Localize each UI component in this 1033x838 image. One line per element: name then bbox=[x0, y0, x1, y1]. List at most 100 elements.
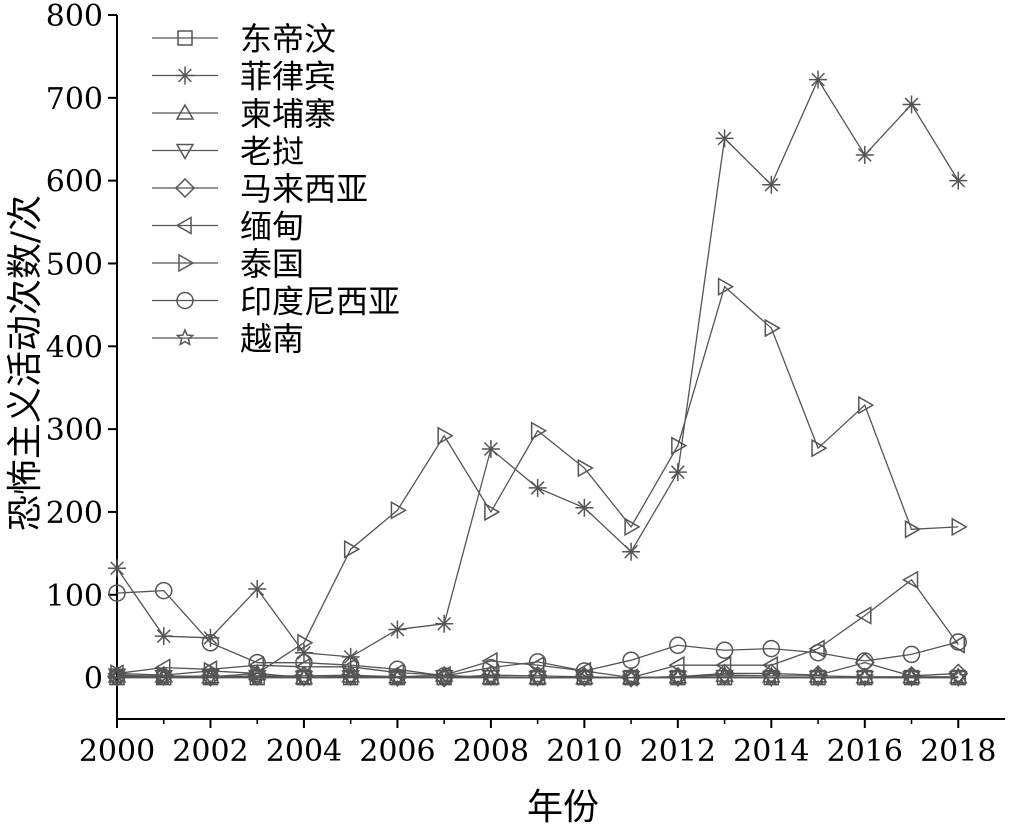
data-point bbox=[481, 439, 500, 458]
x-tick-label: 2014 bbox=[733, 734, 809, 769]
series-line bbox=[116, 662, 959, 679]
x-tick-label: 2012 bbox=[640, 734, 716, 769]
asterisk-stroke bbox=[577, 500, 592, 515]
data-point bbox=[201, 628, 220, 647]
data-point bbox=[761, 655, 779, 675]
data-point bbox=[203, 661, 220, 681]
asterisk-stroke bbox=[203, 630, 218, 645]
data-point bbox=[248, 579, 267, 598]
data-point bbox=[341, 667, 361, 686]
data-point bbox=[484, 502, 501, 522]
data-point bbox=[528, 667, 548, 686]
data-point bbox=[715, 667, 735, 686]
data-point bbox=[575, 662, 594, 680]
asterisk-stroke bbox=[530, 481, 545, 495]
x-tick-label: 2008 bbox=[453, 734, 529, 769]
legend-label: 马来西亚 bbox=[240, 170, 368, 208]
data-point bbox=[341, 656, 360, 674]
data-point bbox=[808, 667, 828, 686]
asterisk-stroke bbox=[904, 97, 919, 112]
data-point bbox=[528, 478, 547, 497]
series-line bbox=[116, 589, 959, 677]
data-point bbox=[715, 129, 734, 148]
asterisk-stroke bbox=[857, 148, 872, 162]
x-tick-label: 2002 bbox=[172, 734, 248, 769]
legend-label: 泰国 bbox=[240, 245, 304, 283]
asterisk-stroke bbox=[764, 177, 779, 192]
data-point bbox=[948, 635, 966, 654]
x-tick-label: 2018 bbox=[920, 734, 996, 769]
data-point bbox=[949, 171, 968, 190]
series-triangle-left bbox=[107, 570, 966, 687]
y-tick-label: 500 bbox=[46, 247, 103, 282]
data-point bbox=[902, 570, 919, 590]
asterisk-stroke bbox=[811, 72, 825, 87]
data-point bbox=[434, 667, 454, 686]
data-point bbox=[575, 498, 594, 517]
data-point bbox=[668, 667, 688, 686]
asterisk-stroke bbox=[390, 622, 405, 637]
data-point bbox=[530, 421, 548, 441]
y-tick-label: 0 bbox=[84, 662, 103, 697]
asterisk-stroke bbox=[250, 582, 265, 596]
asterisk-stroke bbox=[484, 442, 498, 456]
data-point bbox=[809, 643, 827, 662]
data-point bbox=[201, 667, 220, 686]
data-point bbox=[482, 658, 500, 677]
legend-label: 菲律宾 bbox=[240, 58, 336, 96]
asterisk-stroke bbox=[156, 629, 171, 644]
legend-label: 老挝 bbox=[240, 133, 304, 171]
data-point bbox=[481, 651, 498, 671]
data-point bbox=[668, 667, 688, 684]
y-tick-label: 300 bbox=[46, 413, 103, 448]
data-point bbox=[574, 661, 592, 681]
data-point bbox=[622, 542, 641, 561]
data-point bbox=[855, 145, 874, 164]
legend-marker bbox=[175, 103, 195, 120]
data-point bbox=[437, 426, 454, 446]
data-point bbox=[390, 500, 407, 520]
data-point bbox=[764, 318, 781, 338]
data-point bbox=[108, 584, 126, 602]
data-point bbox=[807, 665, 829, 686]
x-tick-label: 2006 bbox=[359, 734, 435, 769]
legend-marker bbox=[174, 177, 196, 199]
data-point bbox=[762, 175, 781, 194]
data-point bbox=[904, 520, 922, 539]
data-point bbox=[855, 606, 872, 625]
data-point bbox=[294, 668, 314, 685]
data-point bbox=[343, 539, 361, 559]
asterisk-stroke bbox=[437, 616, 452, 631]
data-point bbox=[717, 277, 735, 296]
asterisk-stroke bbox=[297, 645, 311, 660]
data-point bbox=[574, 667, 594, 686]
data-point bbox=[154, 627, 173, 646]
data-point bbox=[949, 633, 968, 651]
legend-marker bbox=[175, 328, 195, 347]
data-point bbox=[668, 655, 685, 675]
data-point bbox=[247, 667, 267, 686]
data-point bbox=[761, 667, 781, 686]
asterisk-stroke bbox=[951, 173, 966, 188]
asterisk-stroke bbox=[670, 465, 685, 480]
data-point bbox=[387, 667, 407, 686]
data-point bbox=[948, 667, 968, 686]
y-axis-label: 恐怖主义活动次数/次 bbox=[5, 194, 46, 532]
data-point bbox=[762, 639, 781, 658]
data-point bbox=[951, 517, 968, 537]
y-tick-label: 400 bbox=[46, 330, 103, 365]
data-point bbox=[948, 663, 969, 684]
data-point bbox=[715, 655, 732, 675]
legend-marker bbox=[175, 143, 195, 161]
series-asterisk bbox=[108, 70, 968, 666]
data-point bbox=[902, 667, 921, 686]
series-triangle-right bbox=[110, 277, 968, 685]
data-point bbox=[154, 581, 173, 600]
y-tick-label: 100 bbox=[46, 579, 103, 614]
x-tick-label: 2010 bbox=[546, 734, 622, 769]
x-tick-label: 2016 bbox=[827, 734, 903, 769]
legend-marker bbox=[177, 30, 193, 46]
data-point bbox=[858, 395, 875, 415]
legend-label: 东帝汶 bbox=[240, 20, 336, 58]
